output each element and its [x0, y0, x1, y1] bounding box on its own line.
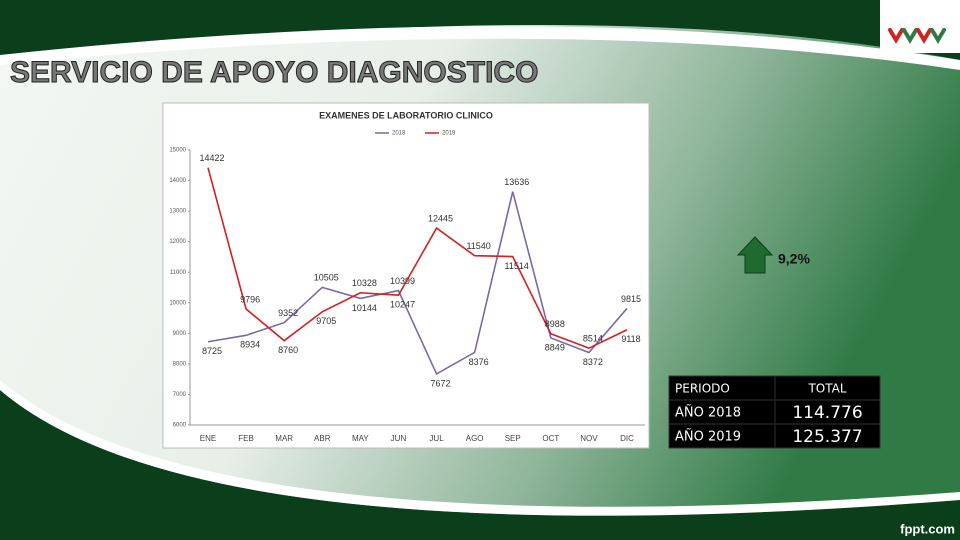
legend-label: 2019	[442, 131, 456, 137]
data-label: 8988	[545, 319, 565, 329]
data-label: 13636	[504, 177, 529, 187]
bottom-curve	[0, 380, 960, 516]
data-label: 10247	[390, 300, 415, 310]
y-tick-label: 6000	[173, 423, 187, 429]
data-label: 11540	[466, 241, 490, 251]
table-cell-text: AÑO 2018	[675, 405, 741, 421]
data-label: 9118	[621, 334, 640, 344]
slide-title: SERVICIO DE APOYO DIAGNOSTICO	[10, 56, 538, 89]
x-tick-label: SEP	[505, 434, 521, 443]
y-tick-label: 10000	[169, 300, 186, 306]
data-label: 10399	[390, 276, 415, 286]
top-curve	[0, 26, 960, 70]
table-cell	[668, 375, 776, 401]
data-label: 9705	[316, 316, 336, 326]
x-tick-label: MAR	[275, 434, 293, 443]
y-tick-label: 15000	[169, 148, 186, 154]
data-label: 8514	[583, 334, 603, 344]
logo-figures	[888, 28, 946, 44]
data-label: 12445	[428, 213, 453, 223]
logo	[880, 0, 960, 53]
data-label: 14422	[199, 153, 224, 163]
data-label: 10144	[352, 303, 377, 313]
x-tick-label: JUN	[391, 434, 407, 443]
y-tick-label: 11000	[170, 270, 187, 276]
series-line	[207, 167, 628, 350]
x-tick-label: JUL	[429, 434, 444, 443]
series-line	[207, 191, 628, 376]
y-tick-label: 8000	[173, 361, 187, 367]
bottom-band	[0, 390, 960, 540]
x-tick-label: AGO	[466, 434, 484, 443]
chart-title: EXAMENES DE LABORATORIO CLINICO	[319, 110, 493, 120]
table-cell-text: 114.776	[792, 403, 862, 423]
table-header: PERIODO	[675, 382, 730, 396]
data-label: 9796	[240, 294, 260, 304]
top-band	[0, 0, 960, 60]
x-tick-label: OCT	[542, 434, 559, 443]
data-label: 10505	[314, 273, 339, 283]
chart-panel	[162, 102, 650, 449]
x-tick-label: ENE	[200, 434, 216, 443]
data-label: 9815	[621, 294, 641, 304]
table-cell	[774, 423, 881, 449]
table-cell-text: 125.377	[792, 427, 862, 447]
x-tick-label: ABR	[314, 434, 331, 443]
data-label: 8376	[469, 357, 489, 367]
up-arrow	[736, 236, 774, 274]
y-tick-label: 12000	[169, 239, 186, 245]
data-label: 7672	[431, 378, 451, 388]
y-tick-label: 9000	[173, 331, 187, 337]
legend-label: 2018	[392, 131, 406, 137]
data-label: 11514	[505, 261, 529, 271]
table-cell	[774, 375, 881, 401]
change-label: 9,2%	[778, 251, 810, 267]
table-cell	[668, 423, 776, 449]
table-cell-text: AÑO 2019	[675, 429, 741, 445]
data-label: 8760	[278, 345, 298, 355]
data-label: 8372	[583, 357, 603, 367]
data-label: 8849	[545, 342, 565, 352]
x-tick-label: MAY	[352, 434, 369, 443]
y-tick-label: 13000	[169, 209, 186, 215]
data-label: 8934	[240, 340, 260, 350]
x-tick-label: DIC	[620, 434, 634, 443]
data-label: 8725	[202, 346, 222, 356]
y-tick-label: 14000	[169, 178, 186, 184]
data-label: 10328	[352, 278, 377, 288]
table-cell	[774, 399, 881, 425]
y-tick-label: 7000	[173, 392, 187, 398]
data-label: 9352	[278, 308, 298, 318]
x-tick-label: FEB	[238, 434, 254, 443]
footer: fppt.com	[900, 521, 955, 536]
x-tick-label: NOV	[580, 434, 598, 443]
table-header: TOTAL	[807, 382, 846, 396]
